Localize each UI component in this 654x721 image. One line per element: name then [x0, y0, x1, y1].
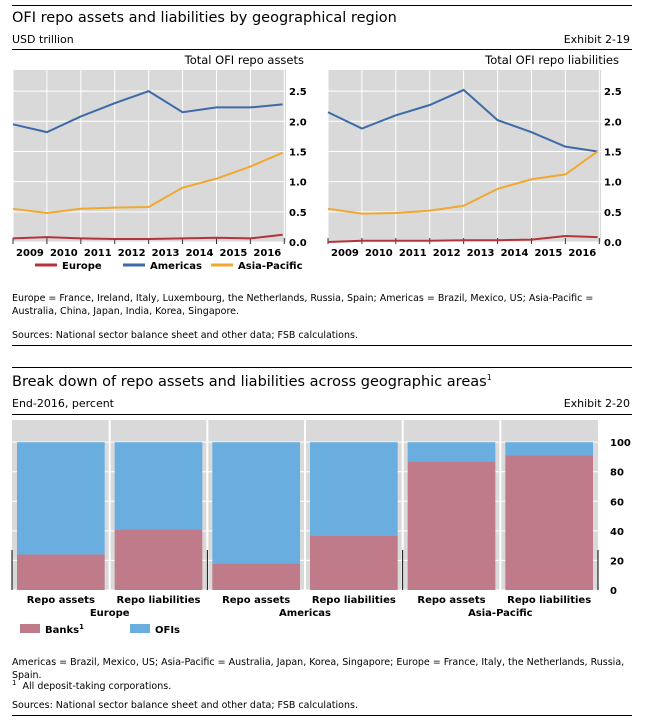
y-tick-label: 2.5 — [289, 87, 307, 98]
bar-ofis — [310, 442, 398, 536]
exhibit1-number: Exhibit 2-19 — [563, 33, 630, 46]
x-tick-label: 2012 — [433, 248, 461, 259]
bar-banks — [17, 554, 105, 590]
x-tick-label: Repo liabilities — [117, 595, 201, 606]
x-tick-label: 2015 — [535, 248, 563, 259]
x-tick-label: Repo assets — [417, 595, 485, 606]
exhibit2-title: Break down of repo assets and liabilitie… — [12, 373, 492, 390]
y-tick-label: 40 — [610, 527, 624, 538]
x-tick-label: 2010 — [365, 248, 393, 259]
x-tick-label: 2013 — [152, 248, 180, 259]
bar-ofis — [407, 442, 496, 462]
y-tick-label: 0.0 — [604, 238, 622, 249]
y-tick-label: 1.0 — [289, 178, 307, 189]
legend-swatch — [20, 624, 40, 633]
x-tick-label: 2014 — [501, 248, 529, 259]
y-tick-label: 20 — [610, 556, 624, 567]
plot-area — [13, 70, 286, 242]
bar-chart: 0 20 40 60 80 100 Repo assets Repo liabilities R… — [11, 420, 631, 636]
exhibit1-unit: USD trillion — [12, 33, 74, 46]
legend-label: OFIs — [155, 625, 180, 636]
chart-title: Total OFI repo liabilities — [484, 53, 619, 67]
x-tick-label: 2015 — [220, 248, 248, 259]
y-tick-label: 80 — [610, 468, 624, 479]
y-tick-label: 0.5 — [289, 208, 307, 219]
plot-area — [328, 70, 601, 242]
y-tick-label: 60 — [610, 497, 624, 508]
legend-label: Asia-Pacific — [238, 261, 303, 272]
y-tick-label: 1.0 — [604, 178, 622, 189]
y-tick-label: 2.5 — [604, 87, 622, 98]
y-tick-label: 2.0 — [604, 117, 622, 128]
exhibit1-note: Europe = France, Ireland, Italy, Luxembo… — [12, 293, 594, 317]
x-tick-label: 2010 — [50, 248, 78, 259]
bar-ofis — [212, 442, 300, 564]
x-tick-label: 2014 — [186, 248, 214, 259]
series-line-americas — [12, 90, 283, 134]
y-tick-label: 1.5 — [604, 147, 622, 158]
y-tick-label: 0.5 — [604, 208, 622, 219]
series-line-europe — [327, 234, 598, 243]
legend-label: Europe — [62, 261, 102, 272]
x-tick-label: 2011 — [399, 248, 427, 259]
series-line-asia-pacific — [327, 150, 599, 215]
exhibit1-sources: Sources: National sector balance sheet a… — [12, 330, 358, 341]
exhibit1-title: OFI repo assets and liabilities by geogr… — [12, 10, 397, 26]
exhibit2-note: Americas = Brazil, Mexico, US; Asia-Paci… — [12, 657, 625, 681]
y-tick-label: 1.5 — [289, 147, 307, 158]
y-tick-label: 0 — [610, 586, 617, 597]
group-label: Americas — [279, 608, 331, 619]
bar-ofis — [17, 442, 105, 555]
x-tick-label: Repo liabilities — [507, 595, 591, 606]
x-tick-label: 2011 — [84, 248, 112, 259]
exhibit2-unit: End-2016, percent — [12, 397, 114, 410]
series-line-americas — [327, 88, 598, 153]
bar-banks — [505, 455, 593, 590]
series-line-europe — [12, 233, 283, 240]
y-tick-label: 100 — [610, 438, 631, 449]
x-tick-label: 2016 — [568, 248, 596, 259]
legend-label: Banks1 — [45, 623, 84, 636]
bar-ofis — [505, 442, 593, 456]
x-tick-label: 2016 — [253, 248, 281, 259]
bar-ofis — [114, 442, 203, 530]
bar-banks — [114, 529, 203, 590]
x-tick-label: Repo liabilities — [312, 595, 396, 606]
legend-swatch — [130, 624, 150, 633]
x-tick-label: Repo assets — [27, 595, 95, 606]
x-tick-label: Repo assets — [222, 595, 290, 606]
chart-title: Total OFI repo assets — [184, 53, 304, 67]
y-tick-label: 2.0 — [289, 117, 307, 128]
legend-label: Americas — [150, 261, 202, 272]
x-tick-label: 2012 — [118, 248, 146, 259]
exhibit2-number: Exhibit 2-20 — [563, 397, 630, 410]
bar-banks — [407, 461, 496, 590]
exhibit2-footnote: 1 All deposit-taking corporations. — [12, 679, 172, 693]
series-line-asia-pacific — [12, 151, 284, 215]
group-label: Europe — [90, 608, 130, 619]
x-tick-label: 2009 — [16, 248, 44, 259]
line-charts: Total OFI repo assets 0.0 0.5 1.0 1.5 2.0 2.5 2… — [12, 53, 622, 272]
bar-banks — [310, 535, 398, 590]
x-tick-label: 2009 — [331, 248, 359, 259]
exhibit2-sources: Sources: National sector balance sheet a… — [12, 700, 358, 711]
x-tick-label: 2013 — [467, 248, 495, 259]
group-label: Asia-Pacific — [468, 608, 533, 619]
y-tick-label: 0.0 — [289, 238, 307, 249]
bar-banks — [212, 563, 300, 590]
